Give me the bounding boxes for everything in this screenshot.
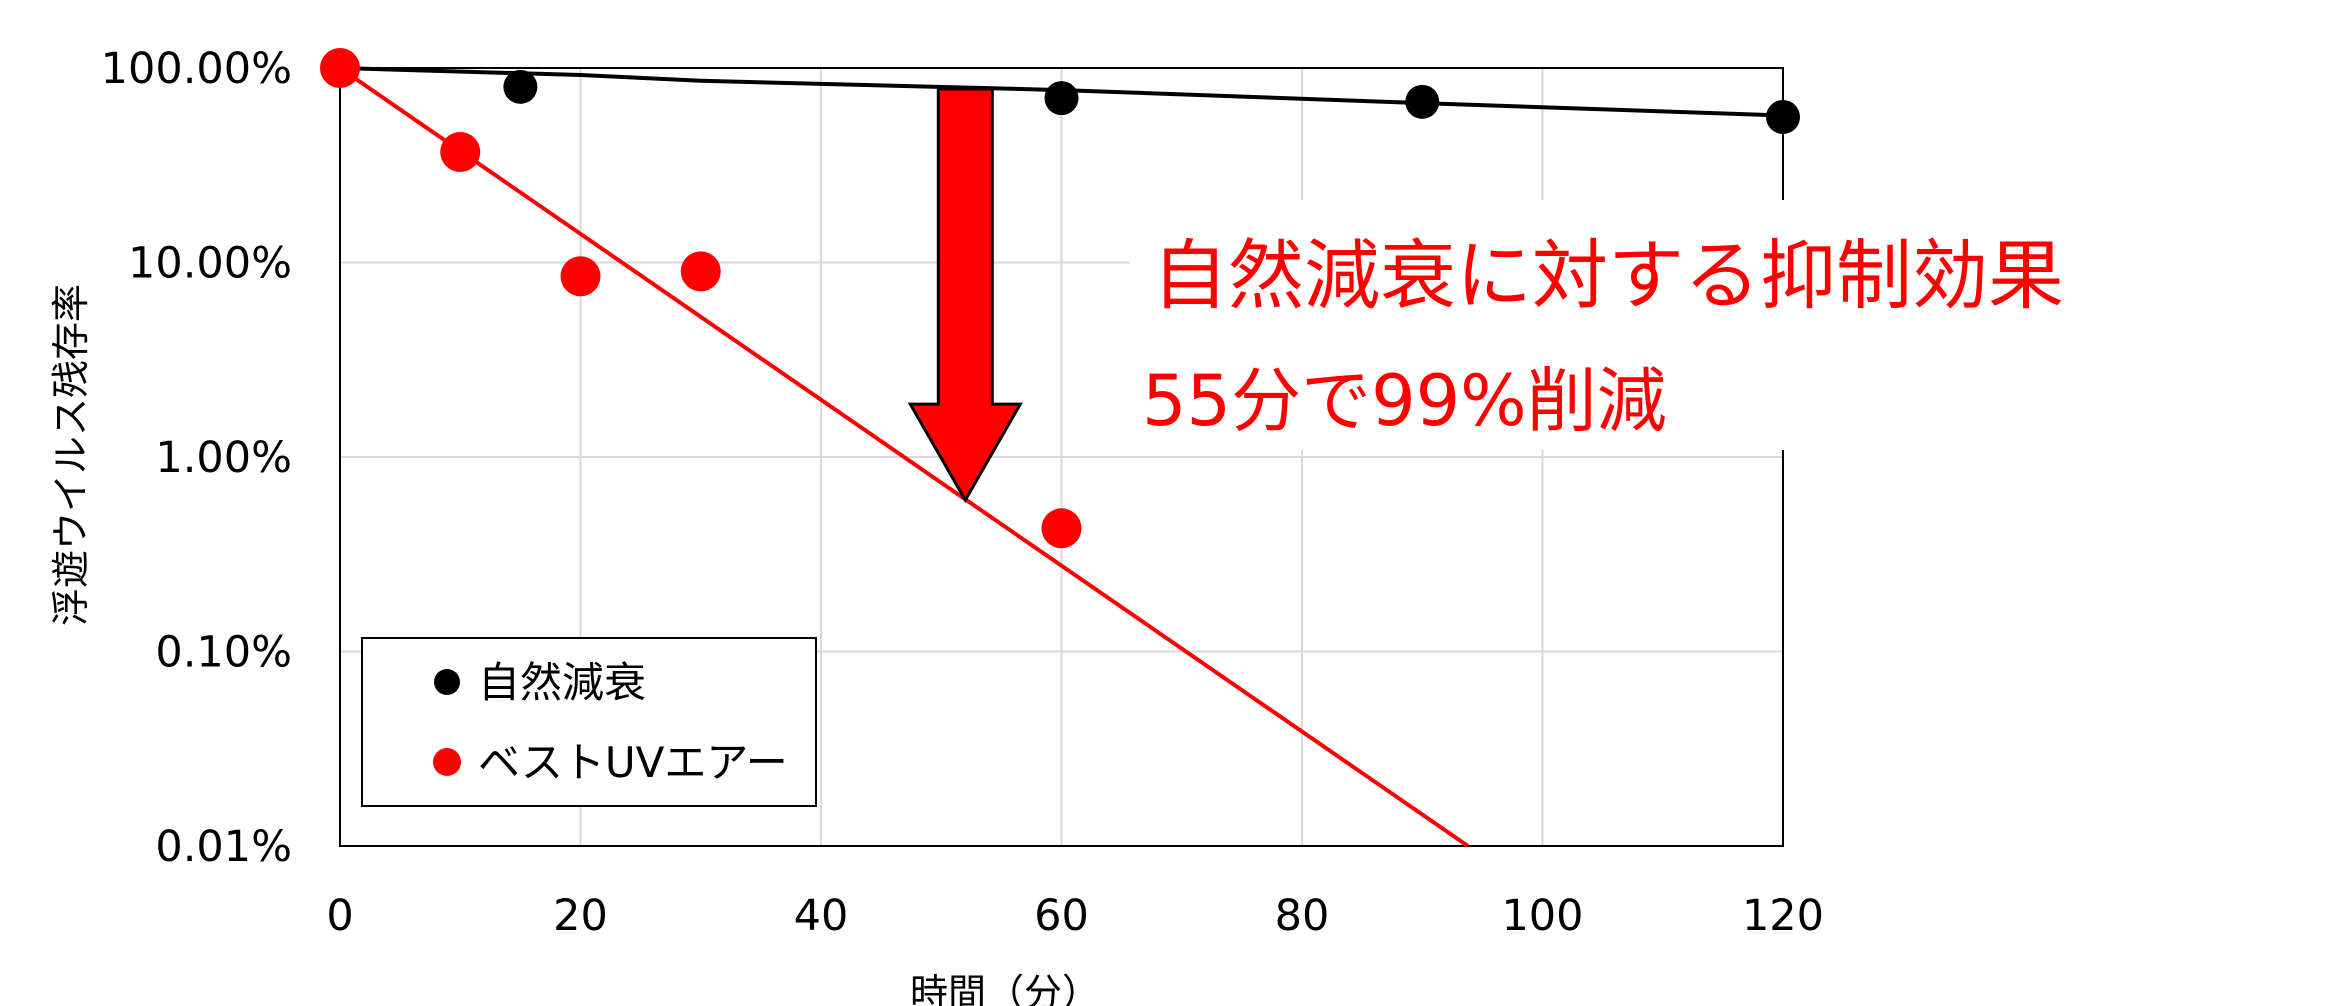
uv-air-point (1041, 508, 1082, 549)
y-tick-label: 1.00% (155, 433, 292, 483)
uv-air-point (320, 48, 360, 88)
y-tick-labels: 100.00% 10.00% 1.00% 0.10% 0.01% (101, 44, 292, 872)
natural-decay-point (503, 69, 538, 104)
y-tick-label: 0.01% (155, 822, 292, 872)
y-axis-title: 浮遊ウイルス残存率 (49, 284, 93, 626)
uv-air-trendline (338, 66, 1470, 848)
y-tick-label: 0.10% (155, 628, 292, 678)
natural-decay-point (1766, 99, 1800, 134)
reduction-arrow (907, 87, 1023, 504)
data-points (320, 48, 1800, 549)
annotation-line1: 自然減衰に対する抑制効果 (1152, 231, 2064, 320)
y-tick-label: 10.00% (128, 239, 292, 289)
annotation-line2: 55分で99%削減 (1142, 360, 1667, 442)
x-tick-label: 0 (326, 891, 353, 941)
legend-label-natural: 自然減衰 (478, 658, 646, 707)
x-tick-label: 20 (553, 891, 608, 941)
legend-box (361, 637, 817, 807)
legend: 自然減衰 ベストUVエアー (361, 637, 817, 807)
x-tick-label: 60 (1034, 891, 1089, 941)
natural-decay-point (1044, 81, 1079, 116)
x-tick-label: 120 (1742, 891, 1824, 941)
legend-marker-natural (434, 669, 460, 695)
y-tick-label: 100.00% (101, 44, 292, 94)
uv-air-point (440, 131, 481, 172)
annotation-background (1130, 200, 2290, 450)
legend-label-uv: ベストUVエアー (478, 738, 788, 787)
x-tick-label: 100 (1501, 891, 1583, 941)
plot-border (339, 67, 1784, 847)
x-tick-label: 40 (794, 891, 849, 941)
uv-air-point (680, 251, 721, 292)
x-tick-label: 80 (1275, 891, 1330, 941)
x-axis-title: 時間（分） (910, 971, 1100, 1006)
x-tick-labels: 0 20 40 60 80 100 120 (326, 891, 1824, 941)
natural-decay-point (1405, 84, 1440, 119)
legend-marker-uv (433, 748, 461, 776)
natural-decay-trendline (339, 66, 1784, 118)
trendlines (338, 66, 1784, 848)
uv-air-point (560, 256, 601, 297)
